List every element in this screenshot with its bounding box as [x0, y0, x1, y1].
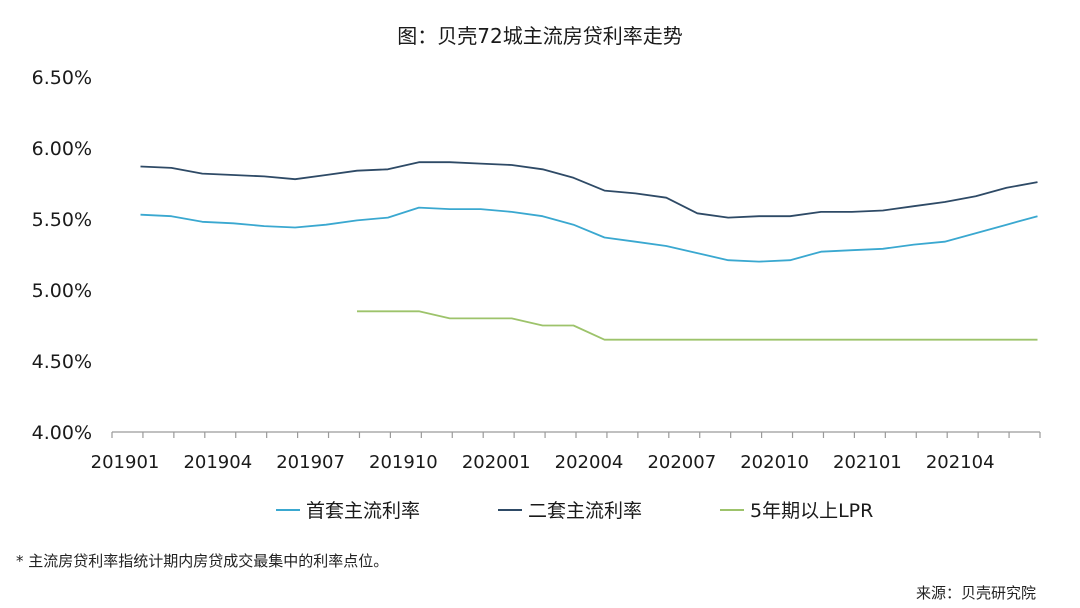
x-tick-label: 201910: [369, 452, 438, 473]
source-note: 来源：贝壳研究院: [915, 584, 1036, 602]
series-lines: [140, 161, 1038, 341]
y-tick-label: 6.50%: [32, 67, 92, 89]
y-tick-label: 4.00%: [32, 422, 92, 444]
x-tick-label: 202001: [462, 452, 531, 473]
x-axis: 201901 201904 201907 201910 202001 202004 2020…: [91, 431, 1041, 473]
x-tick-label: 202007: [647, 452, 716, 473]
y-axis-ticks: 6.50% 6.00% 5.50% 5.00% 4.50% 4.00%: [32, 67, 92, 444]
x-tick-label: 202104: [926, 452, 995, 473]
x-tick-label: 202010: [740, 452, 809, 473]
chart-title: 图：贝壳72城主流房贷利率走势: [397, 24, 683, 48]
x-tick-label: 201907: [276, 452, 345, 473]
legend: 首套主流利率 二套主流利率 5年期以上LPR: [276, 500, 873, 522]
legend-label-1: 首套主流利率: [306, 500, 420, 522]
legend-label-2: 二套主流利率: [528, 500, 642, 522]
y-tick-label: 4.50%: [32, 351, 92, 373]
x-tick-label: 201901: [91, 452, 160, 473]
y-tick-label: 5.50%: [32, 209, 92, 231]
series-line-2: [140, 161, 1038, 219]
series-line-3: [357, 310, 1038, 341]
footnote: * 主流房贷利率指统计期内房贷成交最集中的利率点位。: [16, 552, 389, 570]
y-tick-label: 6.00%: [32, 138, 92, 160]
legend-label-3: 5年期以上LPR: [750, 500, 873, 522]
x-tick-label: 202101: [833, 452, 902, 473]
x-tick-label: 201904: [183, 452, 252, 473]
y-tick-label: 5.00%: [32, 280, 92, 302]
series-line-1: [140, 206, 1038, 263]
x-tick-label: 202004: [555, 452, 624, 473]
